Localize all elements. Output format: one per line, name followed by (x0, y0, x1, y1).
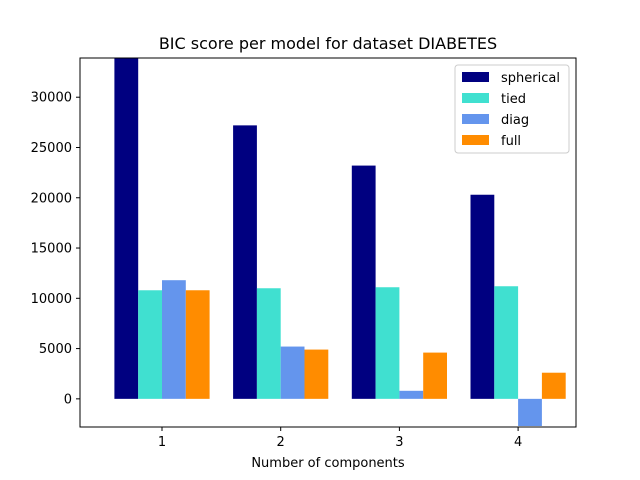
legend-box (454, 64, 570, 154)
y-tick-label: 10000 (31, 292, 72, 307)
legend-swatch-tied (462, 93, 489, 103)
bar-full-3 (423, 352, 447, 399)
bar-diag-1 (162, 280, 186, 399)
bar-tied-4 (494, 286, 519, 399)
y-tick-label: 15000 (31, 242, 72, 257)
y-tick-label: 5000 (39, 342, 72, 357)
bar-tied-1 (138, 290, 162, 399)
bar-full-4 (541, 372, 566, 399)
legend-label-spherical: spherical (501, 71, 560, 86)
bar-diag-4 (518, 398, 542, 426)
legend: spherical tied diag full (454, 64, 570, 154)
x-axis-label: Number of components (251, 456, 405, 471)
bar-tied-3 (375, 287, 400, 399)
bars-group (114, 58, 566, 426)
legend-swatch-spherical (462, 72, 489, 82)
x-tick-label: 4 (514, 435, 522, 450)
bar-full-1 (185, 290, 210, 399)
axes-frame (79, 57, 577, 428)
x-tick-label: 2 (277, 435, 285, 450)
legend-label-diag: diag (501, 113, 529, 128)
legend-label-tied: tied (501, 92, 526, 107)
legend-swatch-diag (462, 114, 489, 124)
bar-spherical-4 (470, 194, 495, 399)
y-axis: 0 5000 10000 15000 20000 25000 30000 (31, 91, 80, 407)
x-tick-label: 1 (158, 435, 166, 450)
bar-diag-3 (399, 390, 424, 399)
legend-swatch-full (462, 135, 489, 145)
bar-spherical-1 (114, 58, 139, 399)
bar-spherical-2 (233, 125, 257, 399)
y-tick-label: 30000 (31, 91, 72, 106)
bar-diag-2 (280, 346, 305, 399)
y-tick-label: 0 (64, 392, 72, 407)
bar-spherical-3 (351, 165, 376, 399)
x-tick-label: 3 (395, 435, 403, 450)
chart-title: BIC score per model for dataset DIABETES (159, 34, 497, 53)
x-axis: 1 2 3 4 (158, 427, 522, 450)
legend-label-full: full (501, 134, 521, 149)
y-tick-label: 25000 (31, 141, 72, 156)
bar-tied-2 (256, 288, 281, 399)
y-tick-label: 20000 (31, 191, 72, 206)
bar-full-2 (304, 349, 329, 399)
